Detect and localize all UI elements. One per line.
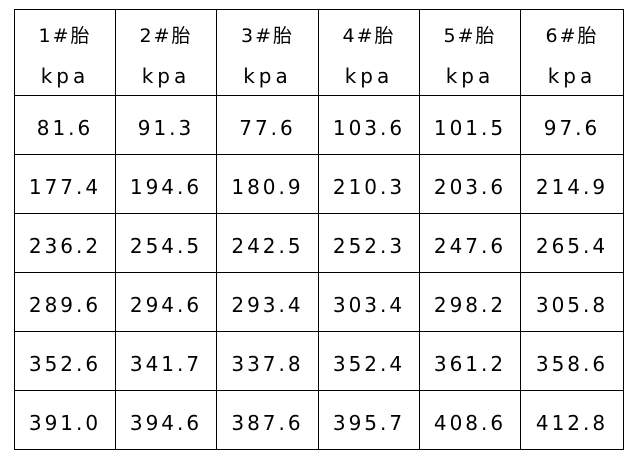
table-cell: 194.6 bbox=[115, 154, 217, 214]
table-cell: 242.5 bbox=[216, 213, 319, 273]
header-cell-tire-4: 4#胎 kpa bbox=[318, 9, 420, 96]
table-cell: 177.4 bbox=[14, 154, 116, 214]
unit-label: kpa bbox=[445, 64, 495, 88]
table-row: 391.0 394.6 387.6 395.7 408.6 412.8 bbox=[14, 390, 624, 450]
table-row: 81.6 91.3 77.6 103.6 101.5 97.6 bbox=[14, 95, 624, 155]
header-cell-tire-1: 1#胎 kpa bbox=[14, 9, 116, 96]
table-cell: 101.5 bbox=[419, 95, 521, 155]
table-cell: 180.9 bbox=[216, 154, 319, 214]
header-cell-tire-2: 2#胎 kpa bbox=[115, 9, 217, 96]
header-cell-tire-6: 6#胎 kpa bbox=[520, 9, 624, 96]
table-cell: 394.6 bbox=[115, 390, 217, 450]
table-cell: 303.4 bbox=[318, 272, 420, 332]
table-cell: 408.6 bbox=[419, 390, 521, 450]
table-cell: 247.6 bbox=[419, 213, 521, 273]
unit-label: kpa bbox=[40, 64, 90, 88]
table-cell: 305.8 bbox=[520, 272, 624, 332]
table-cell: 81.6 bbox=[14, 95, 116, 155]
table-body: 81.6 91.3 77.6 103.6 101.5 97.6 177.4 19… bbox=[14, 95, 624, 450]
table-cell: 203.6 bbox=[419, 154, 521, 214]
table-row: 352.6 341.7 337.8 352.4 361.2 358.6 bbox=[14, 331, 624, 391]
table-cell: 387.6 bbox=[216, 390, 319, 450]
table-cell: 352.4 bbox=[318, 331, 420, 391]
table-cell: 97.6 bbox=[520, 95, 624, 155]
tire-pressure-table: 1#胎 kpa 2#胎 kpa 3#胎 kpa 4#胎 kpa 5#胎 kpa … bbox=[14, 9, 624, 450]
tire-label: 1#胎 bbox=[38, 25, 92, 47]
table-cell: 361.2 bbox=[419, 331, 521, 391]
table-cell: 214.9 bbox=[520, 154, 624, 214]
unit-label: kpa bbox=[141, 64, 191, 88]
unit-label: kpa bbox=[547, 64, 597, 88]
tire-label: 6#胎 bbox=[545, 25, 599, 47]
table-cell: 391.0 bbox=[14, 390, 116, 450]
table-cell: 252.3 bbox=[318, 213, 420, 273]
table-cell: 77.6 bbox=[216, 95, 319, 155]
table-cell: 337.8 bbox=[216, 331, 319, 391]
table-cell: 265.4 bbox=[520, 213, 624, 273]
table-cell: 352.6 bbox=[14, 331, 116, 391]
header-cell-tire-3: 3#胎 kpa bbox=[216, 9, 319, 96]
tire-label: 4#胎 bbox=[342, 25, 396, 47]
table-row: 177.4 194.6 180.9 210.3 203.6 214.9 bbox=[14, 154, 624, 214]
unit-label: kpa bbox=[344, 64, 394, 88]
table-row: 236.2 254.5 242.5 252.3 247.6 265.4 bbox=[14, 213, 624, 273]
table-cell: 395.7 bbox=[318, 390, 420, 450]
table-cell: 298.2 bbox=[419, 272, 521, 332]
tire-label: 3#胎 bbox=[240, 25, 294, 47]
table-cell: 293.4 bbox=[216, 272, 319, 332]
table-cell: 341.7 bbox=[115, 331, 217, 391]
tire-label: 5#胎 bbox=[443, 25, 497, 47]
table-cell: 254.5 bbox=[115, 213, 217, 273]
table-cell: 294.6 bbox=[115, 272, 217, 332]
table-cell: 236.2 bbox=[14, 213, 116, 273]
table-cell: 91.3 bbox=[115, 95, 217, 155]
unit-label: kpa bbox=[243, 64, 292, 88]
header-cell-tire-5: 5#胎 kpa bbox=[419, 9, 521, 96]
table-cell: 210.3 bbox=[318, 154, 420, 214]
table-cell: 103.6 bbox=[318, 95, 420, 155]
table-cell: 289.6 bbox=[14, 272, 116, 332]
table-row: 289.6 294.6 293.4 303.4 298.2 305.8 bbox=[14, 272, 624, 332]
table-cell: 412.8 bbox=[520, 390, 624, 450]
table-cell: 358.6 bbox=[520, 331, 624, 391]
table-header: 1#胎 kpa 2#胎 kpa 3#胎 kpa 4#胎 kpa 5#胎 kpa … bbox=[14, 9, 624, 96]
header-row: 1#胎 kpa 2#胎 kpa 3#胎 kpa 4#胎 kpa 5#胎 kpa … bbox=[14, 9, 624, 96]
tire-label: 2#胎 bbox=[139, 25, 193, 47]
